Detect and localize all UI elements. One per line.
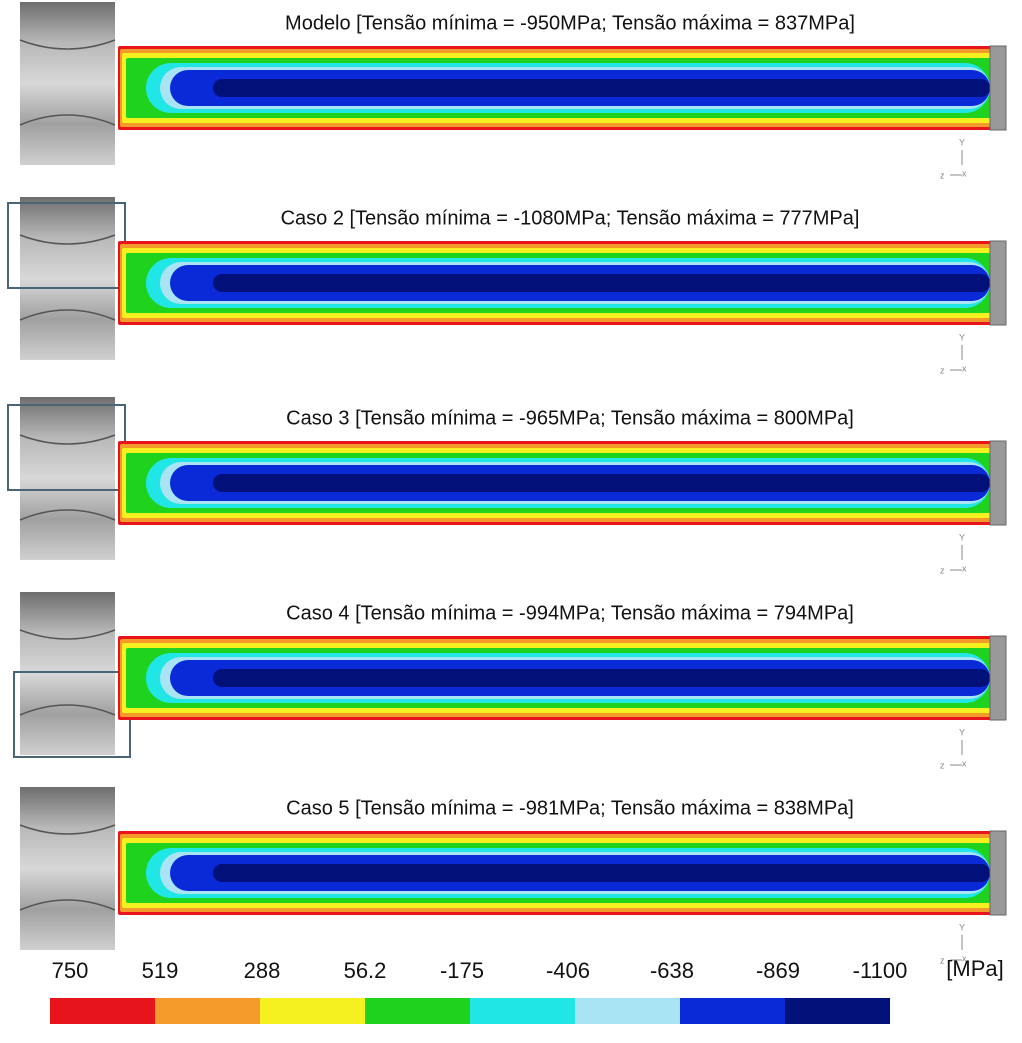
colorbar-label: -175 bbox=[440, 958, 484, 983]
gear-profile bbox=[20, 2, 115, 165]
triad-label: z bbox=[940, 760, 945, 770]
triad-label: x bbox=[962, 363, 967, 373]
colorbar-label: -638 bbox=[650, 958, 694, 983]
colorbar-segment bbox=[155, 998, 260, 1024]
gear-profile bbox=[20, 787, 115, 950]
colorbar-segment bbox=[470, 998, 575, 1024]
gear-profile bbox=[20, 592, 115, 755]
colorbar-segment bbox=[785, 998, 890, 1024]
triad-label: Y bbox=[959, 727, 965, 737]
contour-band bbox=[213, 79, 990, 97]
beam-end bbox=[990, 636, 1006, 720]
colorbar-unit: [MPa] bbox=[946, 956, 1003, 981]
triad-label: Y bbox=[959, 532, 965, 542]
triad-label: z bbox=[940, 955, 945, 965]
colorbar-segment bbox=[50, 998, 155, 1024]
colorbar-segment bbox=[680, 998, 785, 1024]
panel-title: Modelo [Tensão mínima = -950MPa; Tensão … bbox=[285, 12, 855, 34]
triad-label: z bbox=[940, 565, 945, 575]
triad-label: Y bbox=[959, 332, 965, 342]
panel: Caso 2 [Tensão mínima = -1080MPa; Tensão… bbox=[8, 197, 1006, 375]
figure: Modelo [Tensão mínima = -950MPa; Tensão … bbox=[0, 0, 1022, 1043]
panel-title: Caso 4 [Tensão mínima = -994MPa; Tensão … bbox=[286, 602, 854, 624]
panel-title: Caso 3 [Tensão mínima = -965MPa; Tensão … bbox=[286, 407, 854, 429]
colorbar-label: -406 bbox=[546, 958, 590, 983]
panel-title: Caso 2 [Tensão mínima = -1080MPa; Tensão… bbox=[281, 207, 860, 229]
gear-profile bbox=[20, 197, 115, 360]
triad-label: x bbox=[962, 168, 967, 178]
colorbar-label: 519 bbox=[142, 958, 179, 983]
panel-title: Caso 5 [Tensão mínima = -981MPa; Tensão … bbox=[286, 797, 854, 819]
panel: Caso 5 [Tensão mínima = -981MPa; Tensão … bbox=[20, 787, 1006, 965]
contour-band bbox=[213, 864, 990, 882]
colorbar-segment bbox=[575, 998, 680, 1024]
colorbar-label: -869 bbox=[756, 958, 800, 983]
panel: Modelo [Tensão mínima = -950MPa; Tensão … bbox=[20, 2, 1006, 180]
contour-band bbox=[213, 274, 990, 292]
beam-end bbox=[990, 46, 1006, 130]
beam-end bbox=[990, 441, 1006, 525]
triad-label: z bbox=[940, 365, 945, 375]
panel: Caso 3 [Tensão mínima = -965MPa; Tensão … bbox=[8, 397, 1006, 575]
triad-label: Y bbox=[959, 137, 965, 147]
colorbar-label: -1100 bbox=[853, 958, 908, 983]
triad-label: x bbox=[962, 563, 967, 573]
colorbar-label: 56.2 bbox=[344, 958, 387, 983]
contour-band bbox=[213, 474, 990, 492]
colorbar-label: 288 bbox=[244, 958, 281, 983]
beam-end bbox=[990, 241, 1006, 325]
colorbar-segment bbox=[260, 998, 365, 1024]
contour-band bbox=[213, 669, 990, 687]
gear-profile bbox=[20, 397, 115, 560]
triad-label: z bbox=[940, 170, 945, 180]
beam-end bbox=[990, 831, 1006, 915]
panel: Caso 4 [Tensão mínima = -994MPa; Tensão … bbox=[14, 592, 1006, 770]
colorbar-label: 750 bbox=[52, 958, 89, 983]
triad-label: x bbox=[962, 758, 967, 768]
colorbar-segment bbox=[365, 998, 470, 1024]
triad-label: Y bbox=[959, 922, 965, 932]
